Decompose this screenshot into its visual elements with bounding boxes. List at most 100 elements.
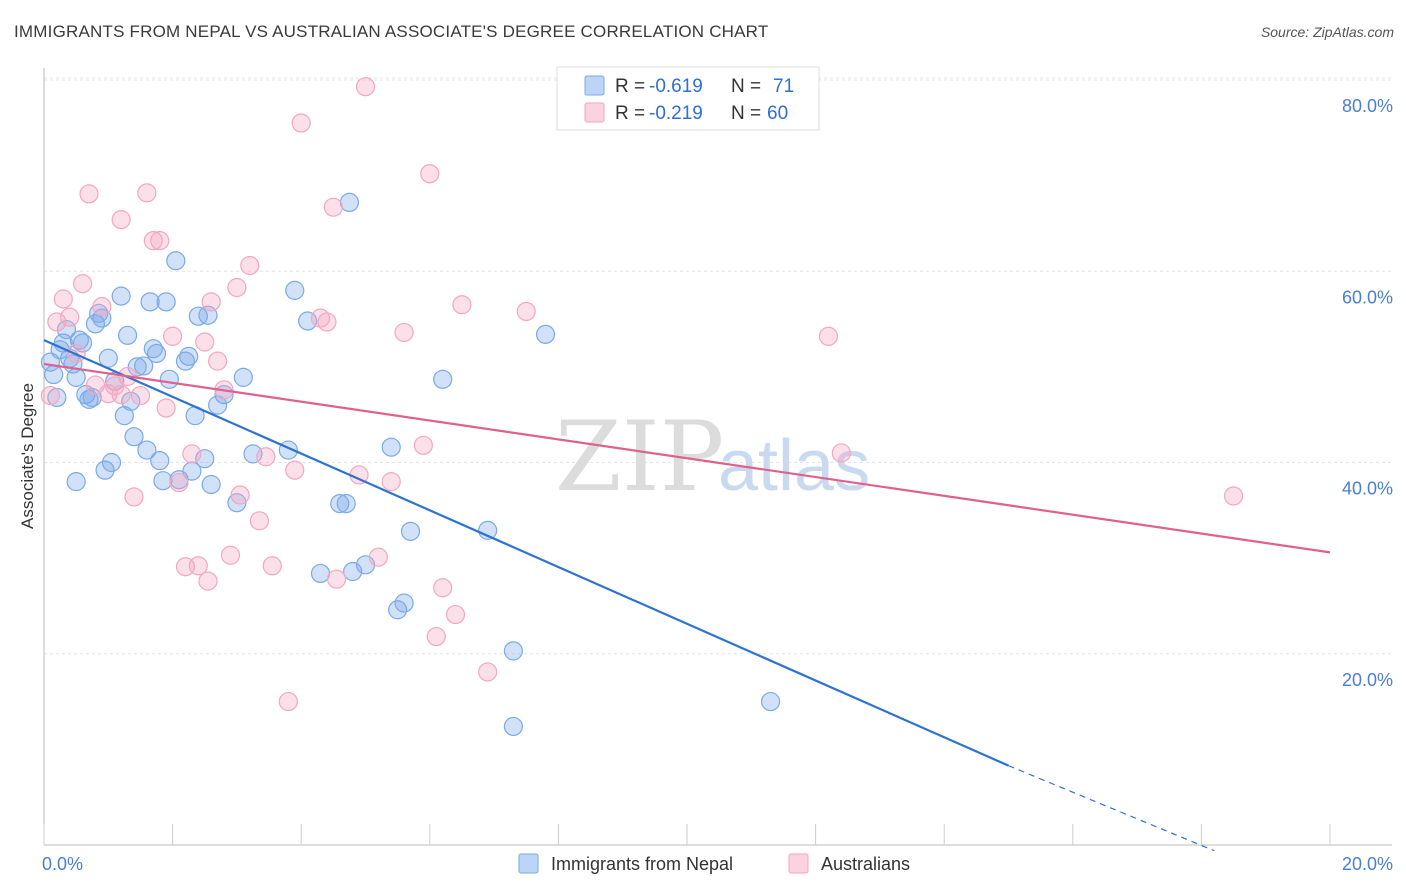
data-point: [121, 391, 141, 411]
data-point: [92, 297, 112, 317]
data-point: [433, 578, 453, 598]
data-point: [150, 231, 170, 251]
series-australians: [40, 77, 1244, 712]
axes: [43, 68, 1392, 846]
data-point: [156, 398, 176, 418]
data-point: [156, 292, 176, 312]
bottom-legend-label-australians: Australians: [821, 854, 910, 874]
data-point: [420, 164, 440, 184]
data-point: [336, 494, 356, 514]
data-point: [92, 308, 112, 328]
data-point: [433, 369, 453, 389]
data-point: [503, 641, 523, 661]
legend-swatch-australians: [584, 102, 605, 123]
data-point: [208, 351, 228, 371]
legend-n-label-2: N =: [731, 103, 761, 124]
data-point: [47, 312, 67, 332]
watermark: ZIP atlas: [555, 401, 870, 513]
bottom-legend-swatch-australians: [788, 853, 809, 874]
legend-n-value-1: 71: [773, 76, 794, 97]
chart-title: IMMIGRANTS FROM NEPAL VS AUSTRALIAN ASSO…: [14, 22, 769, 41]
legend-r-value-1: -0.619: [649, 76, 703, 97]
data-point: [182, 444, 202, 464]
data-point: [114, 406, 134, 426]
data-point: [101, 452, 122, 473]
grid-lines: [44, 77, 1392, 655]
data-point: [82, 387, 102, 408]
data-point: [153, 471, 173, 491]
data-point: [394, 322, 414, 343]
data-point: [95, 460, 115, 480]
data-point: [233, 367, 253, 387]
source-credit: Source: ZipAtlas.com: [1260, 24, 1394, 40]
data-point: [285, 460, 305, 480]
data-point: [117, 325, 138, 345]
y-tick-label: 60.0%: [1342, 287, 1393, 307]
data-point: [195, 332, 215, 352]
data-point: [220, 545, 241, 565]
data-point: [134, 356, 154, 376]
data-point: [111, 210, 131, 230]
data-point: [182, 461, 202, 481]
bottom-legend-swatch-nepal: [518, 853, 539, 874]
data-point: [163, 326, 183, 346]
data-point: [355, 77, 376, 97]
bottom-legend: Immigrants from Nepal Australians: [518, 853, 910, 874]
data-point: [760, 691, 781, 712]
data-point: [137, 440, 157, 460]
data-point: [111, 286, 131, 306]
trend-line: [43, 362, 1331, 554]
data-point: [452, 295, 472, 315]
data-point: [124, 427, 144, 447]
data-point: [227, 277, 247, 298]
data-point: [339, 192, 360, 212]
data-point: [503, 716, 523, 737]
data-point: [150, 450, 170, 471]
data-point: [394, 593, 414, 613]
data-point: [188, 306, 208, 326]
data-point: [137, 183, 157, 203]
data-point: [426, 626, 446, 647]
trend-lines: [43, 339, 1331, 852]
data-point: [72, 274, 93, 294]
data-point: [124, 487, 144, 507]
data-point: [285, 280, 305, 300]
data-point: [146, 343, 167, 364]
data-point: [66, 367, 86, 387]
series-nepal: [40, 192, 781, 737]
data-point: [262, 556, 282, 576]
data-point: [72, 333, 93, 353]
data-point: [179, 346, 199, 366]
data-point: [130, 385, 151, 406]
legend-r-value-2: -0.219: [649, 103, 703, 124]
data-point: [381, 472, 401, 492]
data-point: [79, 184, 99, 204]
data-point: [326, 569, 347, 589]
data-point: [1223, 486, 1244, 506]
data-point: [166, 251, 186, 271]
data-point: [230, 485, 250, 505]
legend-n-value-2: 60: [767, 103, 788, 124]
data-point: [140, 292, 160, 312]
legend-r-label-2: R =: [615, 103, 645, 124]
data-point: [198, 571, 218, 591]
legend-box: R = -0.619 N = 71 R = -0.219 N = 60: [556, 66, 820, 131]
data-point: [60, 307, 80, 327]
data-point: [201, 292, 221, 312]
y-tick-label: 20.0%: [1342, 670, 1393, 690]
data-point: [278, 691, 298, 712]
y-tick-label: 40.0%: [1342, 479, 1393, 499]
data-point: [310, 563, 331, 584]
data-point: [66, 472, 86, 492]
data-point: [40, 385, 61, 406]
x-tick-marks: [43, 824, 1331, 845]
data-point: [535, 324, 556, 344]
data-point: [478, 662, 498, 682]
data-point: [381, 437, 401, 457]
data-point: [291, 113, 311, 133]
data-point: [249, 511, 270, 531]
data-point: [201, 474, 221, 495]
data-point: [256, 447, 276, 467]
data-point: [169, 472, 189, 493]
